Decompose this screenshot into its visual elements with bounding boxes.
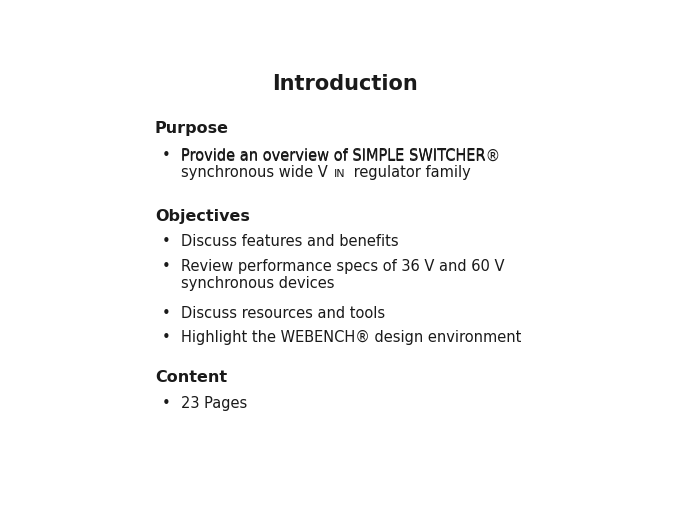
Text: •: • [162,234,171,248]
Text: Content: Content [155,370,227,385]
Text: 23 Pages: 23 Pages [181,395,247,410]
Text: Discuss features and benefits: Discuss features and benefits [181,234,398,248]
Text: •: • [162,329,171,344]
Text: •: • [162,395,171,410]
Text: Introduction: Introduction [272,74,419,94]
Text: Purpose: Purpose [155,121,228,136]
Text: Discuss resources and tools: Discuss resources and tools [181,306,385,321]
Text: •: • [162,259,171,274]
Text: Provide an overview of SIMPLE SWITCHER®: Provide an overview of SIMPLE SWITCHER® [181,148,500,163]
Text: Highlight the WEBENCH® design environment: Highlight the WEBENCH® design environmen… [181,329,521,344]
Text: Review performance specs of 36 V and 60 V: Review performance specs of 36 V and 60 … [181,259,504,274]
Text: Provide an overview of SIMPLE SWITCHER: Provide an overview of SIMPLE SWITCHER [181,148,485,163]
Text: synchronous wide V: synchronous wide V [181,165,328,179]
Text: Objectives: Objectives [155,209,249,223]
Text: regulator family: regulator family [348,165,470,179]
Text: synchronous devices: synchronous devices [181,275,334,290]
Text: •: • [162,148,171,163]
Text: IN: IN [334,169,346,179]
Text: •: • [162,306,171,321]
